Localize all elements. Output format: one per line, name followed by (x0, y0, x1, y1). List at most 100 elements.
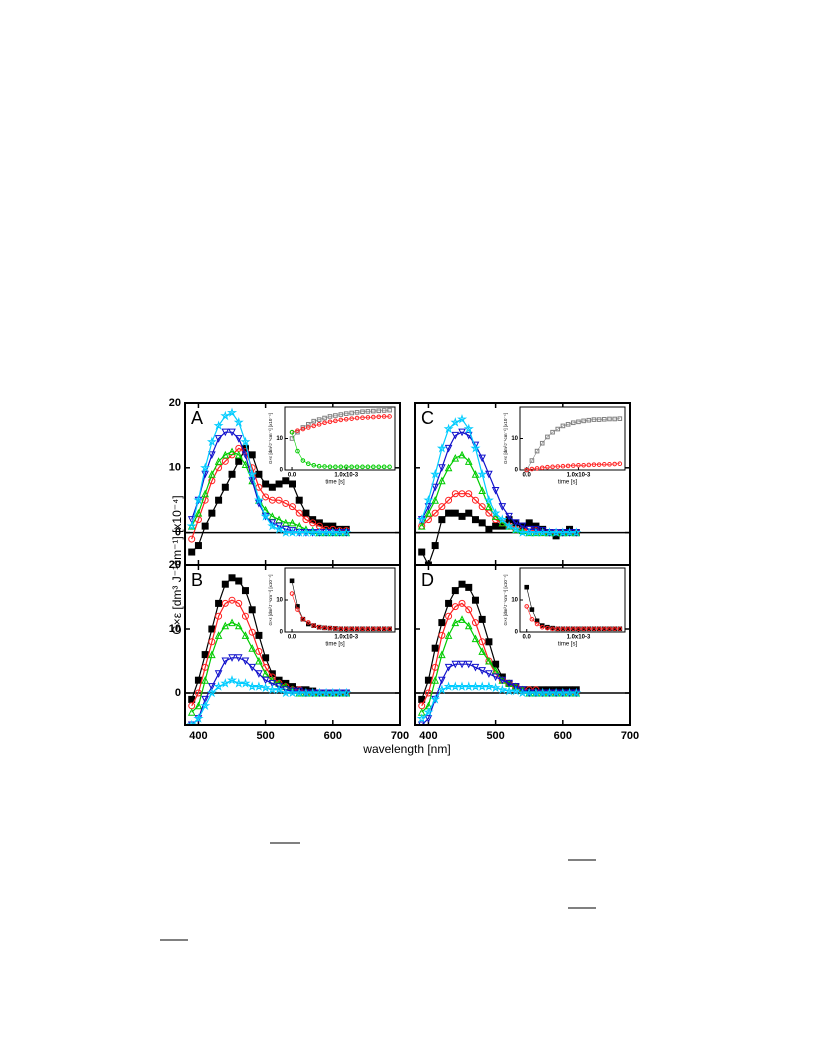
marker (387, 414, 392, 419)
marker (354, 464, 360, 470)
marker (498, 676, 507, 685)
marker (381, 464, 387, 470)
marker (539, 624, 545, 630)
marker (253, 681, 264, 691)
marker (387, 464, 392, 470)
marker (255, 631, 263, 639)
inset-x-tick-label: 0.0 (523, 473, 532, 479)
marker (444, 444, 453, 453)
marker (534, 466, 540, 471)
marker (570, 626, 576, 632)
marker (300, 426, 306, 432)
marker (381, 408, 387, 413)
marker (241, 460, 250, 469)
marker (591, 626, 597, 632)
marker (327, 414, 333, 419)
marker (511, 683, 520, 691)
marker (220, 410, 231, 421)
marker (445, 599, 453, 607)
marker (248, 663, 256, 672)
marker (221, 428, 230, 437)
inset-y-tick-label: 0 (515, 630, 519, 636)
marker (444, 631, 453, 639)
marker (451, 618, 460, 627)
marker (262, 480, 270, 488)
marker (268, 483, 276, 491)
marker (186, 719, 197, 725)
marker (215, 599, 223, 607)
marker (302, 516, 310, 524)
marker (228, 428, 236, 437)
marker (470, 443, 481, 453)
marker (451, 490, 459, 498)
marker (471, 470, 480, 478)
marker (228, 574, 236, 582)
marker (465, 490, 473, 498)
marker (471, 619, 479, 627)
marker (295, 496, 303, 504)
marker (349, 464, 354, 470)
marker (505, 512, 513, 521)
marker (430, 694, 441, 704)
marker (617, 626, 623, 632)
marker (255, 670, 263, 678)
marker (289, 503, 296, 511)
marker (360, 464, 365, 470)
marker (316, 624, 322, 630)
inset-x-label: time [s] (558, 642, 578, 648)
marker (444, 463, 453, 472)
marker (253, 494, 264, 505)
marker (349, 410, 354, 416)
marker (341, 527, 352, 537)
marker (457, 413, 468, 424)
marker (387, 407, 392, 413)
marker (316, 422, 322, 427)
marker (365, 409, 371, 414)
marker (311, 462, 317, 468)
marker (268, 496, 276, 504)
marker (234, 654, 243, 662)
inset-y-label: G×ε [dm³J⁻¹cm⁻¹] [x10⁻⁴] (268, 575, 273, 626)
y-tick-label: 20 (169, 397, 181, 409)
marker (586, 462, 592, 468)
panel-label: B (191, 570, 203, 590)
marker (260, 511, 271, 521)
marker (424, 503, 433, 511)
x-tick-label: 600 (324, 730, 342, 742)
marker (338, 464, 344, 470)
marker (458, 450, 466, 459)
marker (424, 561, 432, 565)
marker (438, 503, 446, 511)
marker (213, 681, 224, 691)
marker (471, 516, 479, 524)
marker (483, 494, 494, 505)
marker (322, 464, 327, 469)
marker (423, 494, 434, 505)
marker (464, 660, 473, 669)
series-line (526, 418, 620, 471)
marker (221, 483, 229, 491)
marker (262, 493, 270, 501)
marker (360, 415, 365, 421)
marker (529, 458, 535, 463)
marker (464, 431, 473, 440)
marker (602, 416, 607, 422)
marker (228, 618, 236, 627)
marker (322, 415, 327, 421)
inset-frame (519, 406, 626, 471)
marker (234, 621, 243, 630)
inset-x-tick-label: 1.0x10-3 (567, 635, 591, 641)
marker (322, 420, 327, 426)
marker (602, 462, 607, 467)
marker (235, 599, 243, 607)
marker (612, 461, 617, 467)
marker (570, 420, 576, 426)
marker (208, 650, 216, 659)
marker (555, 426, 561, 432)
marker (360, 626, 365, 632)
marker (371, 626, 376, 632)
marker (306, 461, 311, 467)
marker (510, 524, 521, 534)
marker (206, 687, 217, 698)
marker (194, 509, 203, 517)
